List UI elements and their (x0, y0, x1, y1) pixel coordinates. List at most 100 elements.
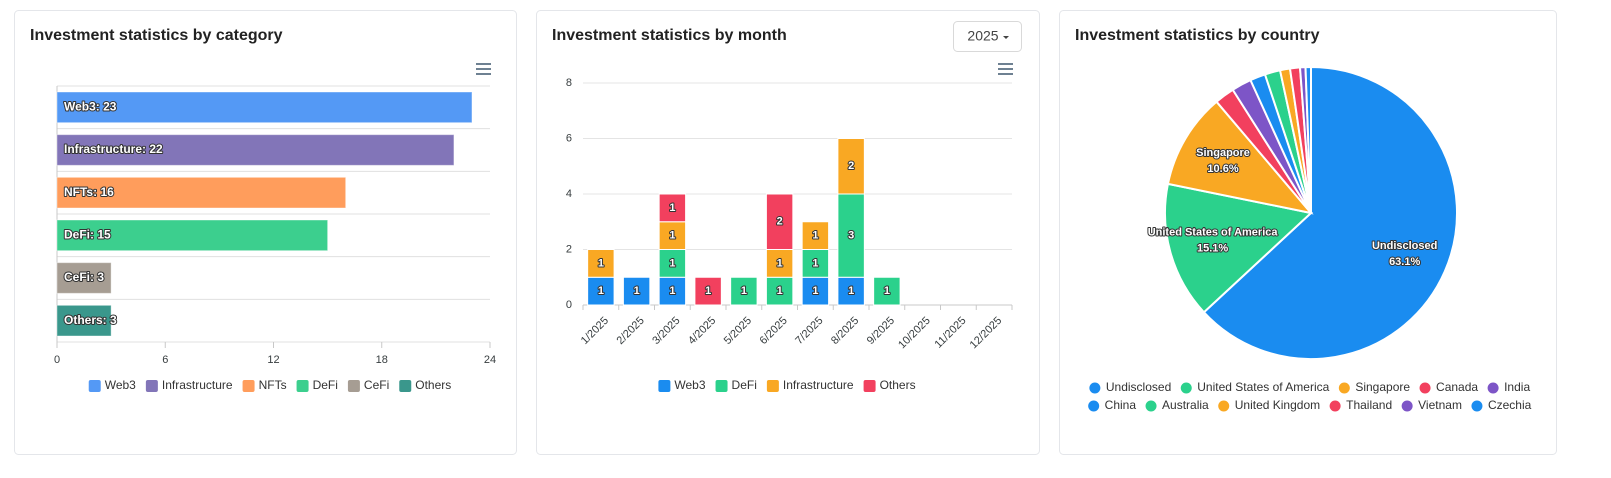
legend-label: Infrastructure (162, 378, 233, 392)
data-label: CeFi: 3 (64, 270, 104, 284)
legend-label: CeFi (364, 378, 389, 392)
x-tick-label: 0 (54, 354, 60, 366)
legend-marker (296, 380, 309, 392)
chart-title: Investment statistics by category (30, 27, 283, 44)
data-label: 1 (812, 230, 818, 242)
data-label: 1 (777, 257, 783, 269)
data-label: 1 (812, 285, 818, 297)
data-label: 1 (598, 285, 604, 297)
legend-marker (1471, 400, 1483, 412)
data-label: Others: 3 (64, 313, 117, 327)
data-label: NFTs: 16 (64, 185, 114, 199)
slice-name: Undisclosed (1372, 240, 1437, 252)
menu-icon[interactable] (998, 63, 1013, 75)
legend-label: Infrastructure (783, 378, 854, 392)
legend-marker (242, 380, 255, 392)
year-selector-label: 2025 (967, 28, 998, 44)
legend-label: Others (415, 378, 451, 392)
legend-marker (1180, 382, 1192, 394)
legend-marker (863, 380, 876, 392)
x-tick-label: 18 (376, 354, 388, 366)
legend-label: Czechia (1488, 398, 1532, 412)
pie-slice (1163, 182, 1314, 314)
legend-marker (1089, 382, 1101, 394)
legend-label: Thailand (1346, 398, 1392, 412)
slice-name: Singapore (1196, 147, 1250, 159)
legend-label: Australia (1162, 398, 1209, 412)
bar (56, 176, 347, 209)
legend-marker (1338, 382, 1350, 394)
x-tick-label: 6 (162, 354, 168, 366)
legend-row: Web3 DeFi Infrastructure Others (658, 378, 916, 392)
legend-label: Vietnam (1418, 398, 1462, 412)
bar (56, 304, 112, 337)
y-tick-label: 8 (566, 77, 572, 89)
year-selector[interactable] (953, 21, 1022, 52)
legend-label: Web3 (674, 378, 705, 392)
legend-marker (1088, 400, 1100, 412)
bar-segment (587, 249, 615, 278)
bar (56, 262, 112, 294)
legend-label: DeFi (313, 378, 338, 392)
data-label: 1 (812, 257, 818, 269)
data-label: 1 (598, 257, 604, 269)
legend-label: Singapore (1355, 380, 1410, 394)
legend-marker (399, 380, 412, 392)
legend-label: Undisclosed (1106, 380, 1171, 394)
bar-segment (801, 221, 830, 250)
legend-marker (347, 380, 360, 392)
legend-label: Canada (1436, 380, 1478, 394)
data-label: Web3: 23 (64, 100, 117, 114)
legend-marker (658, 380, 671, 392)
bar-segment (658, 221, 687, 250)
data-label: 1 (884, 285, 890, 297)
bar (56, 219, 329, 252)
slice-value: 15.1% (1197, 242, 1228, 254)
bar-segment (765, 193, 794, 250)
legend-marker (1145, 400, 1157, 412)
legend-marker (1487, 382, 1499, 394)
legend-marker (1329, 400, 1341, 412)
legend-marker (1401, 400, 1413, 412)
data-label: 1 (669, 230, 675, 242)
y-tick-label: 4 (566, 188, 572, 200)
x-tick-label: 24 (484, 354, 496, 366)
slice-value: 10.6% (1207, 163, 1238, 175)
bar-segment (873, 276, 901, 306)
data-label: 1 (634, 285, 640, 297)
bar-segment (622, 276, 651, 306)
slice-name: United States of America (1148, 226, 1279, 238)
data-label: 1 (669, 257, 675, 269)
bar-segment (837, 138, 865, 195)
legend-label: United States of America (1197, 380, 1329, 394)
bar (56, 91, 473, 124)
legend-marker (145, 380, 158, 392)
legend-label: Others (880, 378, 916, 392)
bar-segment (765, 249, 794, 278)
data-label: 1 (669, 285, 675, 297)
menu-icon[interactable] (476, 63, 491, 75)
data-label: DeFi: 15 (64, 228, 111, 242)
legend-marker (1419, 382, 1431, 394)
bar-segment (837, 193, 865, 278)
data-label: 1 (848, 285, 854, 297)
legend-label: China (1105, 398, 1137, 412)
data-label: Infrastructure: 22 (64, 142, 163, 156)
legend-row: China Australia United Kingdom Thailand Viet… (1088, 398, 1532, 412)
bar-segment (801, 276, 830, 306)
bar-segment (730, 276, 758, 306)
pie-slice (1304, 65, 1312, 214)
y-tick-label: 6 (566, 132, 572, 144)
data-label: 1 (705, 285, 711, 297)
legend-label: DeFi (732, 378, 757, 392)
x-tick-label: 12 (267, 354, 279, 366)
chart-title: Investment statistics by month (552, 27, 787, 44)
data-label: 1 (741, 285, 747, 297)
legend-marker (88, 380, 101, 392)
y-tick-label: 2 (566, 243, 572, 255)
pie-slice (1166, 100, 1314, 215)
legend-label: Web3 (105, 378, 136, 392)
data-label: 1 (777, 285, 783, 297)
legend-label: India (1504, 380, 1530, 394)
